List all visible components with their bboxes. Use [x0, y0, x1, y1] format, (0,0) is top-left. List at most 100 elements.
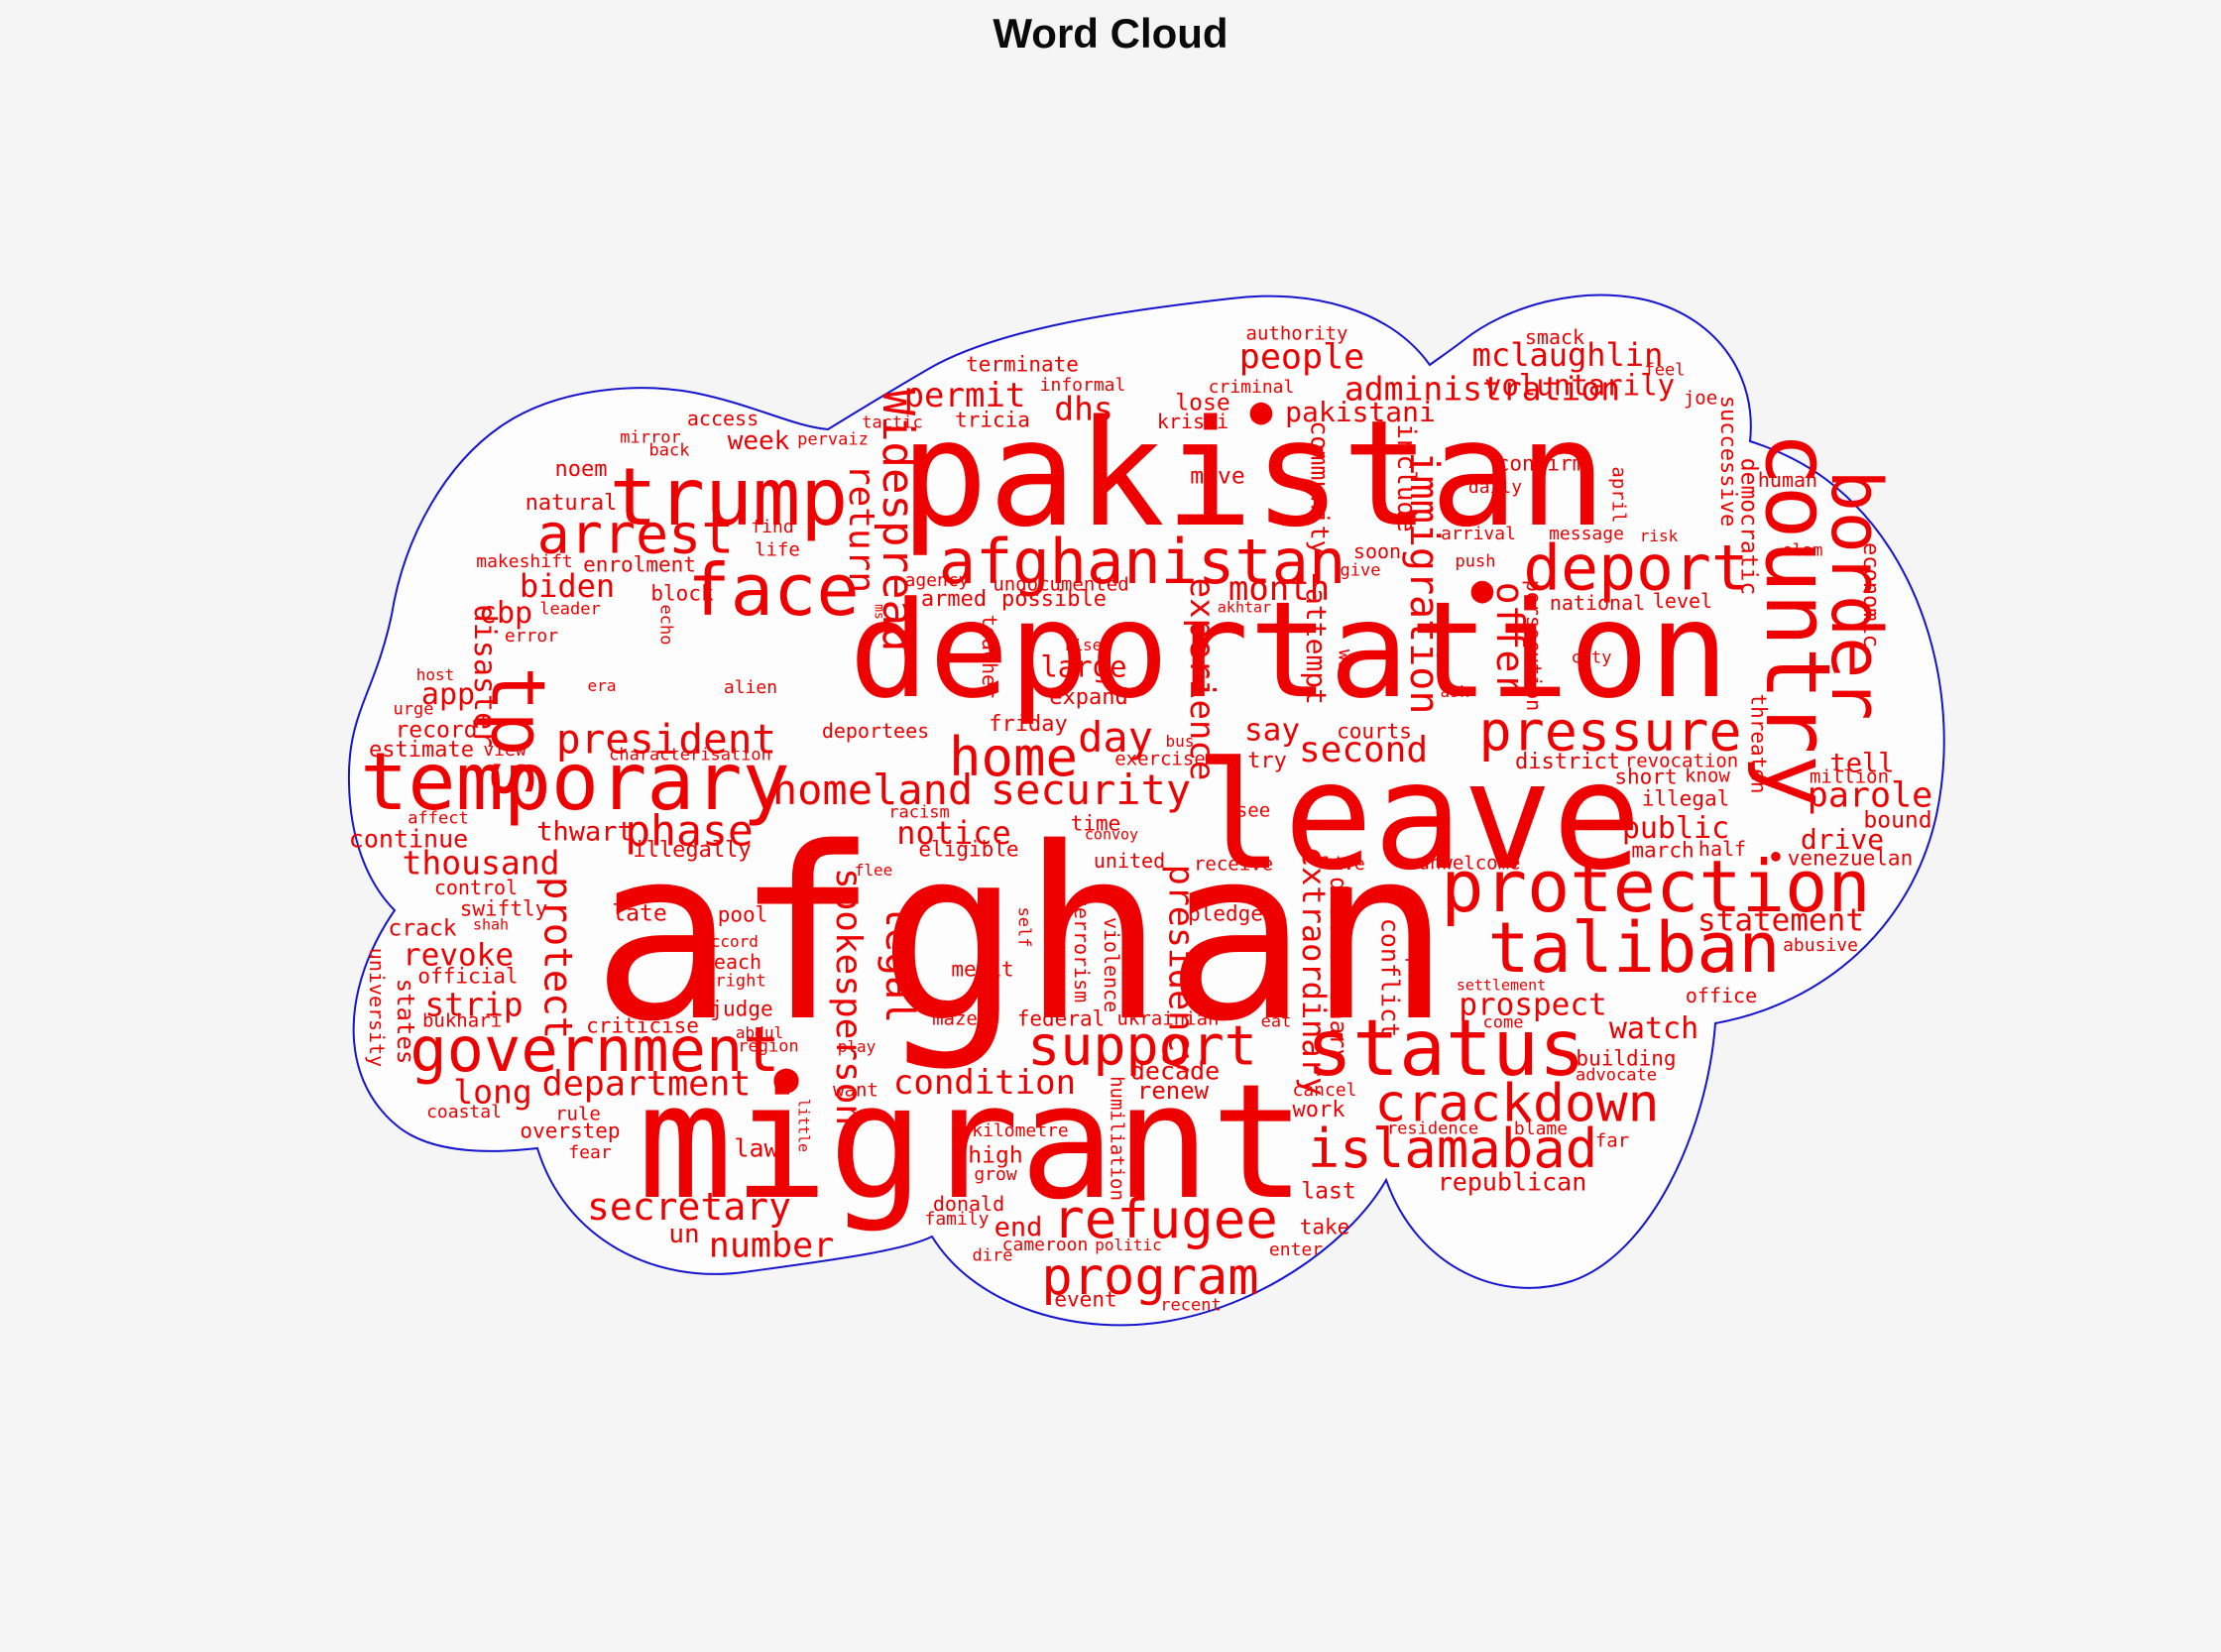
word: characterisation [609, 745, 771, 766]
word: try [1247, 749, 1287, 773]
word: month [1227, 569, 1331, 609]
bullet-dot: ● [773, 1053, 799, 1102]
word: agency [904, 570, 970, 591]
word: estimate [369, 738, 474, 763]
word: kristi [1156, 410, 1229, 433]
word: migrant [637, 1049, 1307, 1235]
word: enrolment [583, 552, 696, 577]
word: pressure [1478, 699, 1742, 764]
word: residence [1386, 1119, 1479, 1139]
word: illegally [633, 838, 752, 863]
bullet-dot: ● [1249, 389, 1273, 432]
word: convoy [1084, 825, 1139, 844]
word: pakistani [1285, 396, 1436, 428]
word: region [738, 1036, 799, 1057]
word: continue [348, 824, 469, 854]
word: life [755, 538, 800, 561]
word: watch [1608, 1011, 1699, 1046]
word: taliban [1487, 907, 1781, 989]
word: record [395, 717, 478, 744]
word: president [555, 715, 777, 764]
word: conflict [1375, 917, 1405, 1038]
word: humiliation [1106, 1076, 1128, 1201]
word: face [687, 548, 860, 632]
word: trump [609, 451, 849, 543]
word: venezuelan [1787, 846, 1914, 871]
word: receive [1193, 853, 1274, 876]
word: bukhari [421, 1009, 503, 1032]
bullet-dot: ● [1771, 846, 1781, 865]
word: temporary [360, 736, 790, 828]
word: kilometre [972, 1121, 1069, 1141]
word: lose [1175, 390, 1230, 416]
word: cameroon [1001, 1235, 1089, 1255]
word: drive [1800, 823, 1885, 856]
word: feel [1644, 360, 1686, 381]
word: donald [932, 1192, 1005, 1216]
word: parole [1807, 775, 1933, 816]
word: afghanistan [938, 526, 1346, 598]
word: crack [388, 915, 457, 942]
word: high [968, 1142, 1023, 1169]
word: office [1685, 984, 1758, 1007]
word: deport [1523, 531, 1749, 605]
word: cancel [1292, 1080, 1357, 1101]
word: rule [555, 1103, 601, 1125]
word: national [1549, 591, 1646, 615]
word: program [1041, 1247, 1259, 1307]
word: coastal [426, 1102, 502, 1122]
word: revoke [403, 937, 514, 974]
word: block [650, 581, 714, 606]
word: makeshift [476, 551, 573, 572]
word: human [1757, 468, 1818, 492]
word: arrival [1441, 524, 1516, 544]
word: pakistan [899, 389, 1607, 559]
word: event [1054, 1287, 1117, 1312]
word: islamabad [1307, 1118, 1598, 1180]
word: criticise [586, 1013, 699, 1038]
word: terrorism [1070, 894, 1094, 1003]
word: urge [393, 699, 434, 720]
word: district [1515, 750, 1620, 774]
word: mclaughlin [1471, 336, 1664, 374]
word: pervaiz [797, 429, 869, 450]
word: judge [710, 997, 773, 1021]
word: enter [1268, 1239, 1324, 1260]
word: tricia [955, 408, 1030, 432]
word: law [734, 1133, 779, 1163]
word: give [1340, 560, 1381, 581]
word: app [420, 677, 476, 712]
word: last [1301, 1178, 1356, 1205]
word: mirror [620, 427, 681, 448]
word: ukrainian [1116, 1007, 1220, 1030]
word: expand [1049, 685, 1128, 710]
word: risk [1639, 527, 1679, 545]
word: see [1235, 799, 1271, 822]
word: era [587, 676, 617, 695]
word: slam [1782, 540, 1823, 561]
word: economic [1858, 542, 1883, 648]
word: threaten [1746, 693, 1771, 794]
word: play [837, 1037, 877, 1056]
word: public [1621, 811, 1730, 846]
word: afghan [591, 796, 1452, 1074]
word: rise [1063, 636, 1103, 654]
word: tell [1829, 748, 1895, 779]
word: error [504, 626, 559, 647]
word: eligible [918, 837, 1019, 862]
word: say [1244, 712, 1300, 749]
word: recent [1160, 1295, 1222, 1316]
word: violence [1100, 916, 1123, 1013]
word: joe [1683, 387, 1718, 410]
word: right [715, 971, 766, 992]
word: return [841, 463, 881, 594]
word: security [990, 766, 1192, 814]
word: alien [723, 677, 778, 698]
word: courts [1337, 719, 1412, 744]
word: administration [1344, 369, 1621, 409]
word: week [727, 426, 790, 456]
word: number [708, 1226, 835, 1266]
word: permit [903, 376, 1026, 415]
word: find [751, 517, 794, 537]
